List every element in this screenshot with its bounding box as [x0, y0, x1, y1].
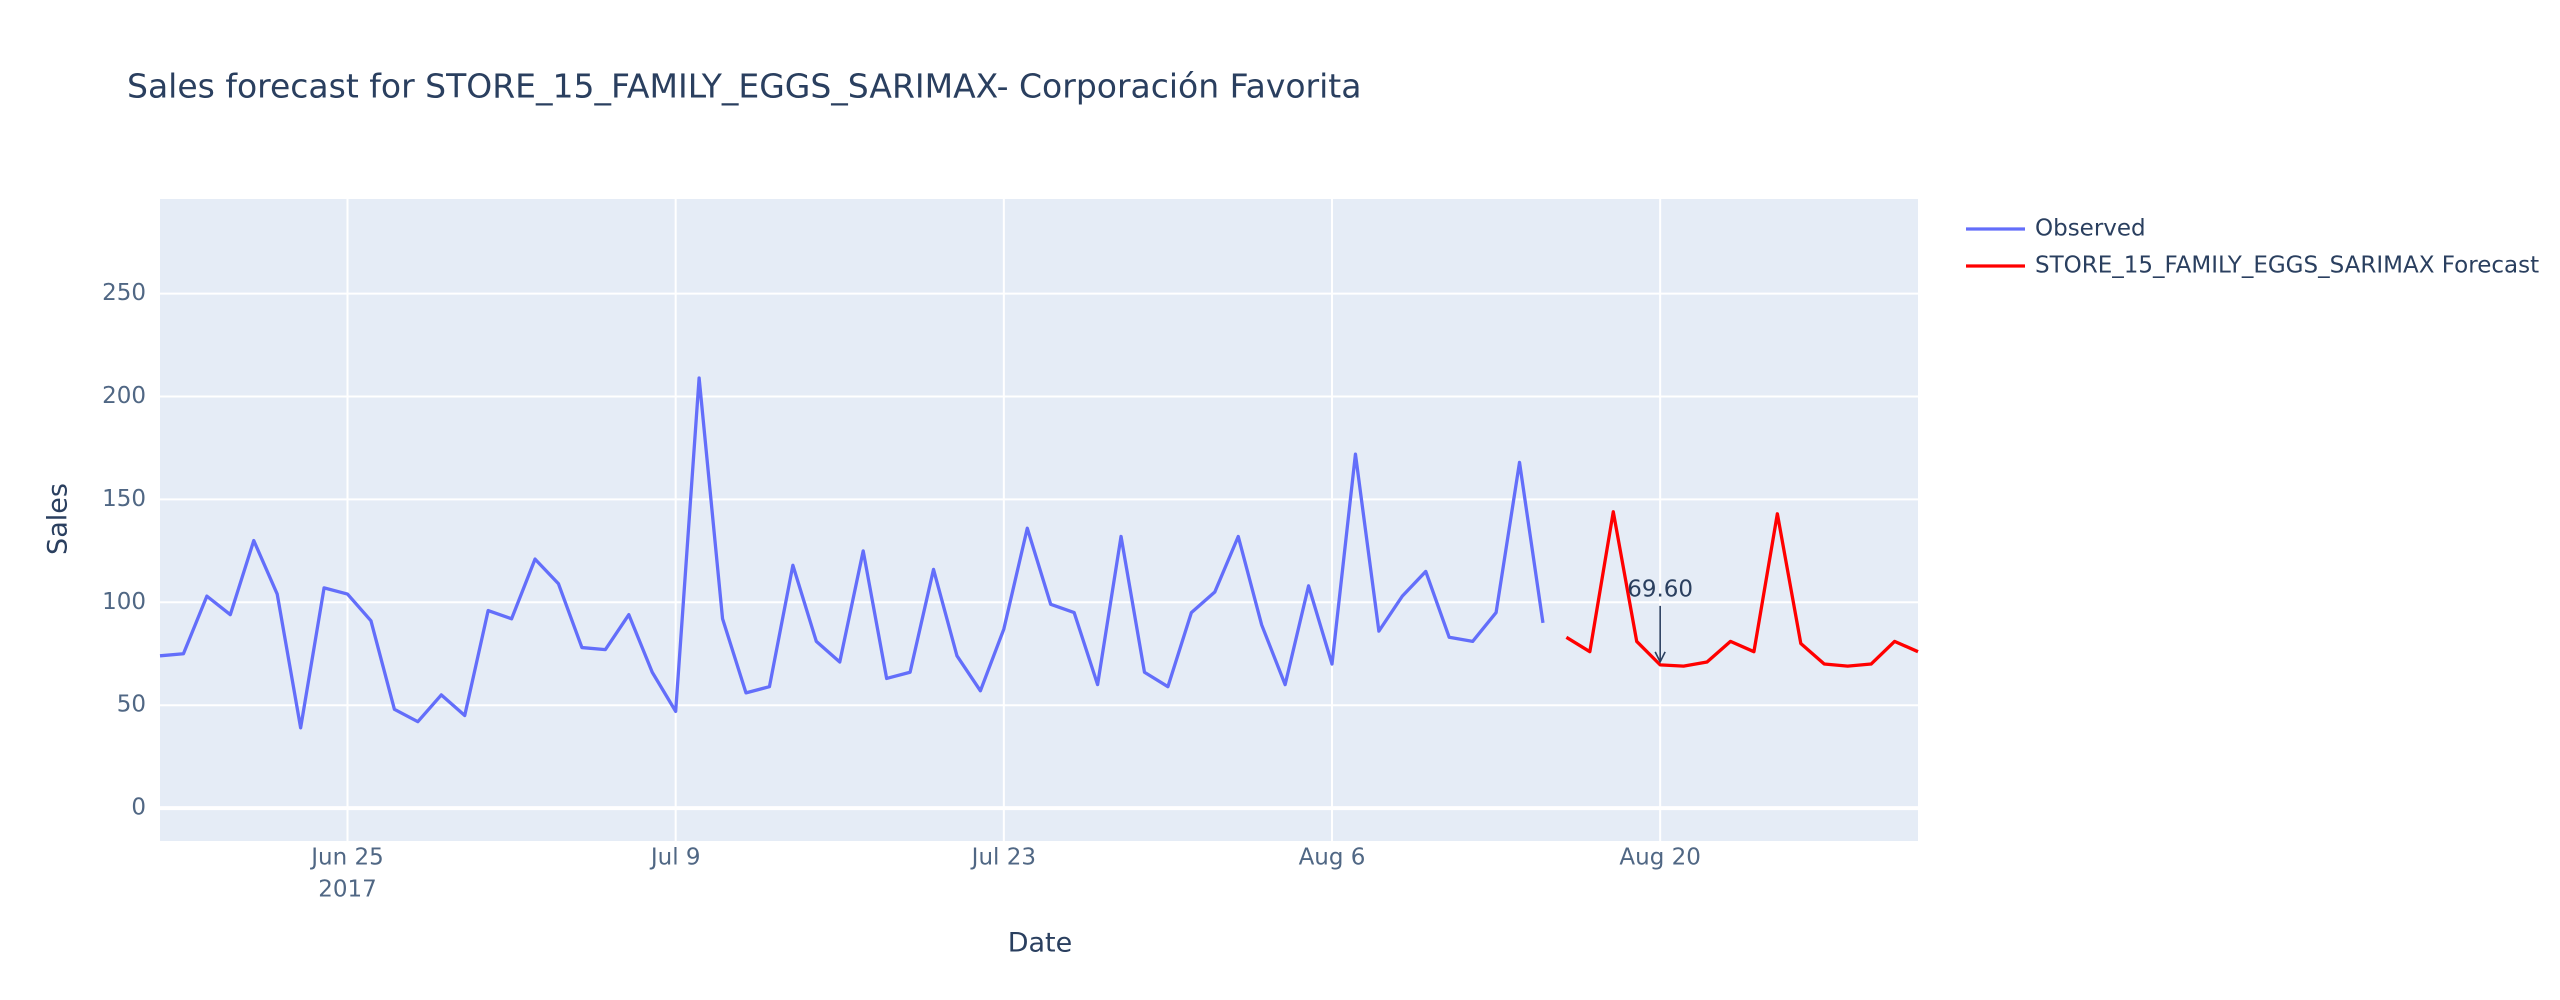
annotation-arrowhead	[1654, 651, 1666, 664]
y-axis-title: Sales	[43, 483, 74, 555]
x-tick-sublabel: 2017	[318, 877, 377, 903]
x-tick-label: Aug 20	[1619, 845, 1701, 871]
x-axis-title: Date	[1008, 928, 1073, 959]
chart-title: Sales forecast for STORE_15_FAMILY_EGGS_…	[127, 67, 1361, 106]
x-tick-label: Jun 25	[309, 845, 384, 871]
y-tick-label: 50	[117, 692, 146, 718]
y-tick-label: 250	[102, 280, 146, 306]
y-tick-label: 100	[102, 589, 146, 615]
y-tick-label: 200	[102, 383, 146, 409]
x-tick-label: Jul 9	[649, 845, 701, 871]
plot-background	[160, 199, 1918, 841]
series-line	[1565, 510, 1919, 668]
annotation-label: 69.60	[1627, 576, 1693, 602]
legend-label: STORE_15_FAMILY_EGGS_SARIMAX Forecast	[2035, 253, 2539, 279]
y-tick-label: 150	[102, 486, 146, 512]
y-tick-label: 0	[131, 795, 146, 821]
series-line	[159, 376, 1545, 730]
x-tick-label: Aug 6	[1299, 845, 1366, 871]
legend-label: Observed	[2035, 216, 2146, 242]
x-tick-label: Jul 23	[970, 845, 1036, 871]
